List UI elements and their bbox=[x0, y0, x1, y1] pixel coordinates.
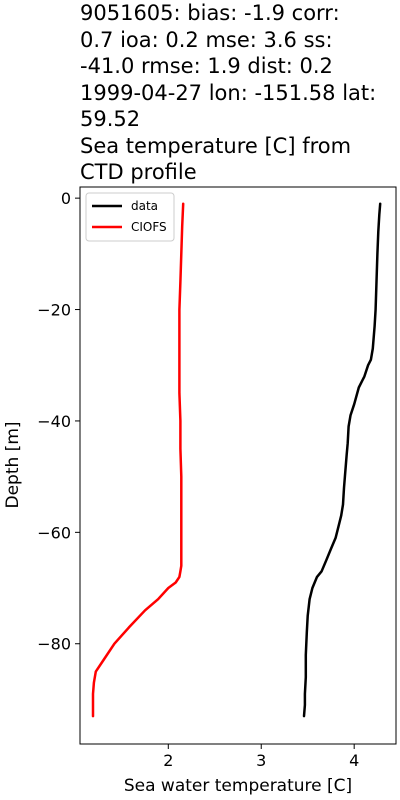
chart-title: 9051605: bias: -1.9 corr: 0.7 ioa: 0.2 m… bbox=[80, 0, 398, 186]
x-axis-label: Sea water temperature [C] bbox=[124, 776, 352, 796]
title-line: Sea temperature [C] from bbox=[80, 133, 352, 158]
y-tick-label: −60 bbox=[37, 523, 71, 542]
y-tick-label: −20 bbox=[37, 301, 71, 320]
x-tick-label: 2 bbox=[163, 751, 173, 770]
x-tick-label: 4 bbox=[349, 751, 359, 770]
legend-label-data: data bbox=[131, 199, 158, 213]
y-tick-label: 0 bbox=[61, 189, 71, 208]
title-line: 9051605: bias: -1.9 corr: bbox=[80, 1, 340, 25]
series-line-data bbox=[302, 202, 382, 718]
title-line: -41.0 rmse: 1.9 dist: 0.2 bbox=[80, 54, 333, 78]
title-line: CTD profile bbox=[80, 160, 197, 184]
title-line: 1999-04-27 lon: -151.58 lat: bbox=[80, 80, 377, 105]
title-line: 59.52 bbox=[80, 107, 141, 131]
x-tick-label: 3 bbox=[256, 751, 266, 770]
y-tick-label: −40 bbox=[37, 412, 71, 431]
y-tick-label: −80 bbox=[37, 635, 71, 654]
legend-label-ciofs: CIOFS bbox=[131, 220, 167, 234]
legend: data CIOFS bbox=[85, 192, 175, 242]
plot-frame bbox=[79, 186, 397, 745]
series-line-ciofs bbox=[91, 202, 185, 718]
title-line: 0.7 ioa: 0.2 mse: 3.6 ss: bbox=[80, 27, 333, 52]
y-axis-label: Depth [m] bbox=[3, 421, 23, 508]
